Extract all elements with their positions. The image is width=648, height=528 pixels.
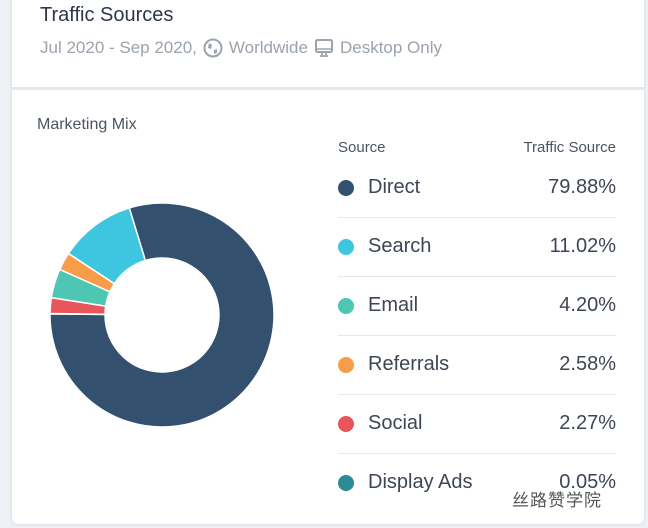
legend-dot [338, 474, 354, 491]
legend-row-display-ads: Display Ads 0.05% [338, 453, 616, 512]
legend-row-social: Social 2.27% [338, 394, 616, 453]
legend-row-direct: Direct 79.88% [338, 158, 616, 217]
legend-value: 2.27% [559, 412, 616, 434]
legend-value: 11.02% [549, 235, 616, 257]
legend-dot [338, 356, 354, 373]
legend-value: 2.58% [559, 353, 616, 375]
legend-row-referrals: Referrals 2.58% [338, 335, 616, 394]
donut-chart [49, 203, 275, 428]
legend-label: Display Ads [368, 471, 473, 493]
column-header-traffic-source: Traffic Source [523, 139, 616, 156]
legend-row-search: Search 11.02% [338, 217, 616, 276]
legend-dot [338, 238, 354, 255]
row-divider [338, 394, 616, 395]
globe-icon [203, 38, 223, 58]
donut-slice-direct[interactable] [49, 203, 275, 428]
region: Worldwide [228, 38, 308, 57]
row-divider [338, 335, 616, 336]
date-range: Jul 2020 - Sep 2020, [40, 38, 197, 57]
legend-dot [338, 179, 354, 196]
legend-label: Referrals [368, 353, 450, 375]
legend-value: 79.88% [548, 176, 616, 198]
card-title: Traffic Sources [40, 4, 174, 26]
column-header-source: Source [338, 139, 386, 156]
card-subtitle: Jul 2020 - Sep 2020, Worldwide Desktop O… [40, 38, 442, 58]
legend-label: Email [368, 294, 419, 316]
legend-label: Search [368, 235, 432, 257]
row-divider [338, 453, 616, 454]
legend-value: 0.05% [559, 471, 616, 493]
row-divider [338, 276, 616, 277]
legend-label: Social [368, 412, 423, 434]
desktop-icon [314, 39, 333, 57]
legend-label: Direct [368, 176, 421, 198]
legend-row-email: Email 4.20% [338, 276, 616, 335]
legend-value: 4.20% [559, 294, 616, 316]
legend-dot [338, 297, 354, 314]
donut-slice-search[interactable] [67, 206, 147, 285]
device: Desktop Only [339, 38, 443, 57]
watermark: 丝路赞学院 [512, 491, 602, 510]
header-divider [12, 87, 644, 90]
row-divider [338, 217, 616, 218]
legend-dot [338, 415, 354, 432]
chart-title: Marketing Mix [37, 116, 137, 133]
